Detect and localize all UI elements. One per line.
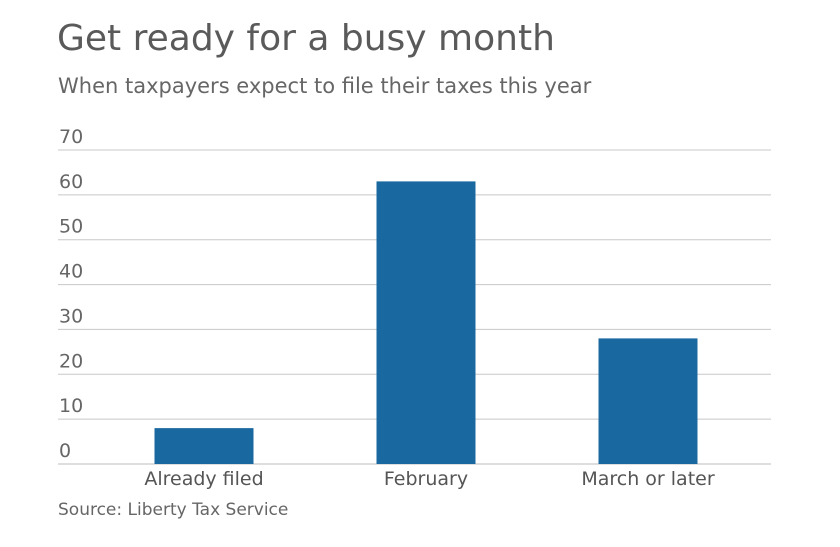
chart-subtitle: When taxpayers expect to file their taxe… bbox=[58, 74, 592, 98]
x-category-label: Already filed bbox=[144, 468, 263, 490]
x-axis-categories: Already filed February March or later bbox=[144, 468, 715, 490]
y-tick-label: 60 bbox=[59, 171, 83, 193]
bar-already-filed bbox=[154, 428, 254, 464]
y-tick-label: 10 bbox=[59, 395, 83, 417]
bar-february bbox=[376, 181, 476, 464]
y-tick-label: 50 bbox=[59, 216, 83, 238]
y-tick-label: 70 bbox=[59, 126, 83, 148]
x-category-label: March or later bbox=[581, 468, 714, 490]
y-tick-label: 0 bbox=[59, 440, 71, 462]
bar-march-or-later bbox=[598, 338, 698, 464]
chart-title: Get ready for a busy month bbox=[57, 18, 555, 59]
x-category-label: February bbox=[384, 468, 468, 490]
y-axis-ticks: 0 10 20 30 40 50 60 70 bbox=[59, 126, 83, 462]
source-note: Source: Liberty Tax Service bbox=[58, 500, 289, 520]
y-tick-label: 20 bbox=[59, 350, 83, 372]
y-tick-label: 30 bbox=[59, 305, 83, 327]
y-tick-label: 40 bbox=[59, 261, 83, 283]
bars bbox=[154, 181, 698, 464]
